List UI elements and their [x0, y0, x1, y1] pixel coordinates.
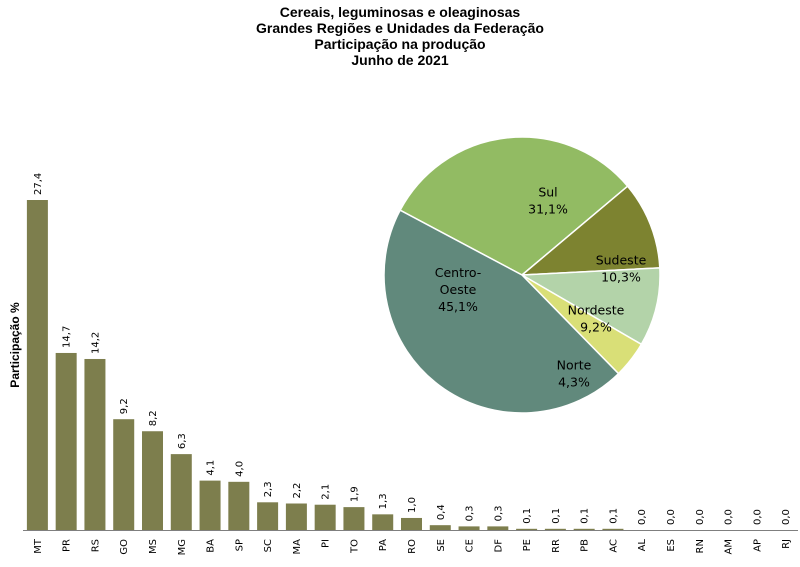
pie-label-nordeste: Nordeste 9,2%: [568, 303, 625, 335]
bar-ro: [401, 517, 422, 530]
bar-sc: [257, 502, 279, 530]
data-label-sp: 4,0: [234, 461, 245, 477]
pie-slice-sul: [399, 136, 629, 276]
data-label-pr: 14,7: [62, 326, 73, 348]
data-label-rr: 0,1: [551, 508, 562, 524]
data-label-rj: 0,0: [781, 509, 792, 525]
data-label-am: 0,0: [724, 509, 735, 525]
x-tick-ms: MS: [148, 539, 159, 554]
bar-pe: [516, 528, 538, 530]
data-label-ap: 0,0: [752, 509, 763, 525]
y-axis-label: Participação %: [8, 302, 22, 388]
data-label-go: 9,2: [119, 398, 130, 414]
data-label-pa: 1,3: [378, 493, 389, 509]
bar-ac: [602, 528, 624, 530]
bar-to: [343, 507, 365, 530]
title-line-3: Participação na produção: [314, 36, 486, 52]
data-label-ro: 1,0: [407, 497, 418, 513]
x-tick-pr: PR: [62, 539, 73, 552]
data-label-sc: 2,3: [263, 481, 274, 497]
data-label-pe: 0,1: [522, 508, 533, 524]
data-label-ba: 4,1: [206, 460, 217, 476]
x-tick-rs: RS: [90, 539, 101, 552]
bar-ms: [142, 431, 163, 530]
data-label-mg: 6,3: [177, 433, 188, 449]
data-label-se: 0,4: [436, 504, 447, 520]
data-label-rn: 0,0: [695, 509, 706, 525]
x-tick-se: SE: [436, 539, 447, 552]
bar-chart: 27,4 MT 14,7 PR 14,2 RS 9,2 GO 8,2 MS 6,3 MG 4,1 BA 4,…: [23, 173, 798, 555]
data-label-ce: 0,3: [465, 505, 476, 521]
title-line-1: Cereais, leguminosas e oleaginosas: [279, 4, 521, 20]
pie-label-sul: Sul 31,1%: [528, 185, 568, 217]
bar-ma: [285, 503, 307, 530]
x-tick-rn: RN: [695, 539, 706, 553]
data-label-ms: 8,2: [148, 410, 159, 426]
x-tick-mg: MG: [177, 539, 188, 555]
data-label-pi: 2,1: [321, 484, 332, 500]
pie-label-sudeste: Sudeste 10,3%: [596, 253, 647, 285]
bar-ba: [199, 480, 221, 530]
x-tick-mt: MT: [33, 538, 44, 554]
pie-label-norte: Norte 4,3%: [557, 358, 592, 390]
pie-chart: Sul 31,1% Sudeste 10,3% Nordeste 9,2% Norte 4,3…: [383, 136, 661, 414]
x-tick-ma: MA: [292, 539, 303, 555]
bar-rr: [544, 528, 566, 530]
title-line-2: Grandes Regiões e Unidades da Federação: [256, 20, 544, 36]
x-tick-go: GO: [119, 539, 130, 555]
x-tick-al: AL: [637, 539, 648, 552]
pie-label-centro-oeste: Centro-Oeste 45,1%: [435, 265, 482, 314]
data-label-al: 0,0: [637, 509, 648, 525]
x-tick-ac: AC: [608, 539, 619, 553]
x-tick-ap: AP: [752, 539, 763, 552]
x-tick-sc: SC: [263, 539, 274, 552]
data-label-rs: 14,2: [90, 332, 101, 354]
x-tick-es: ES: [666, 539, 677, 552]
x-tick-ro: RO: [407, 539, 418, 554]
pie-slice-nordeste: [519, 267, 661, 346]
x-tick-rr: RR: [551, 539, 562, 553]
data-label-pb: 0,1: [580, 508, 591, 524]
x-tick-sp: SP: [234, 539, 245, 551]
bar-pr: [55, 352, 77, 530]
x-tick-to: TO: [349, 539, 360, 554]
bar-ce: [458, 526, 480, 530]
data-label-mt: 27,4: [33, 173, 44, 195]
bar-sp: [228, 481, 250, 530]
x-tick-pi: PI: [321, 539, 332, 548]
x-tick-rj: RJ: [781, 539, 792, 549]
bar-pb: [573, 528, 595, 530]
title-line-4: Junho de 2021: [351, 52, 449, 68]
x-tick-df: DF: [493, 539, 504, 553]
bar-mt: [26, 200, 48, 530]
data-label-es: 0,0: [666, 509, 677, 525]
x-tick-ba: BA: [206, 539, 217, 553]
bar-rs: [84, 358, 106, 530]
bar-mg: [170, 454, 192, 530]
pie-slice-centro-oeste: [383, 209, 620, 414]
pie-slice-sudeste: [519, 185, 661, 276]
x-tick-pe: PE: [522, 539, 533, 551]
bar-pi: [314, 504, 336, 530]
bar-df: [487, 526, 509, 530]
data-label-ma: 2,2: [292, 483, 303, 499]
data-label-df: 0,3: [493, 505, 504, 521]
x-tick-pa: PA: [378, 539, 389, 551]
bar-pa: [372, 514, 394, 530]
data-label-to: 1,9: [349, 486, 360, 502]
x-tick-ce: CE: [465, 539, 476, 552]
bar-go: [113, 419, 135, 530]
data-label-ac: 0,1: [608, 508, 619, 524]
x-tick-am: AM: [724, 539, 735, 554]
bar-se: [429, 525, 451, 530]
x-tick-pb: PB: [580, 539, 591, 552]
chart-title: Cereais, leguminosas e oleaginosas Grand…: [0, 4, 800, 68]
